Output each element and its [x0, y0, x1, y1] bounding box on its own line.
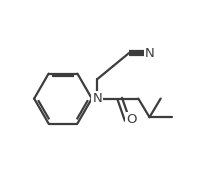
Text: N: N: [145, 46, 154, 60]
Text: N: N: [93, 92, 102, 105]
Text: O: O: [126, 113, 136, 126]
